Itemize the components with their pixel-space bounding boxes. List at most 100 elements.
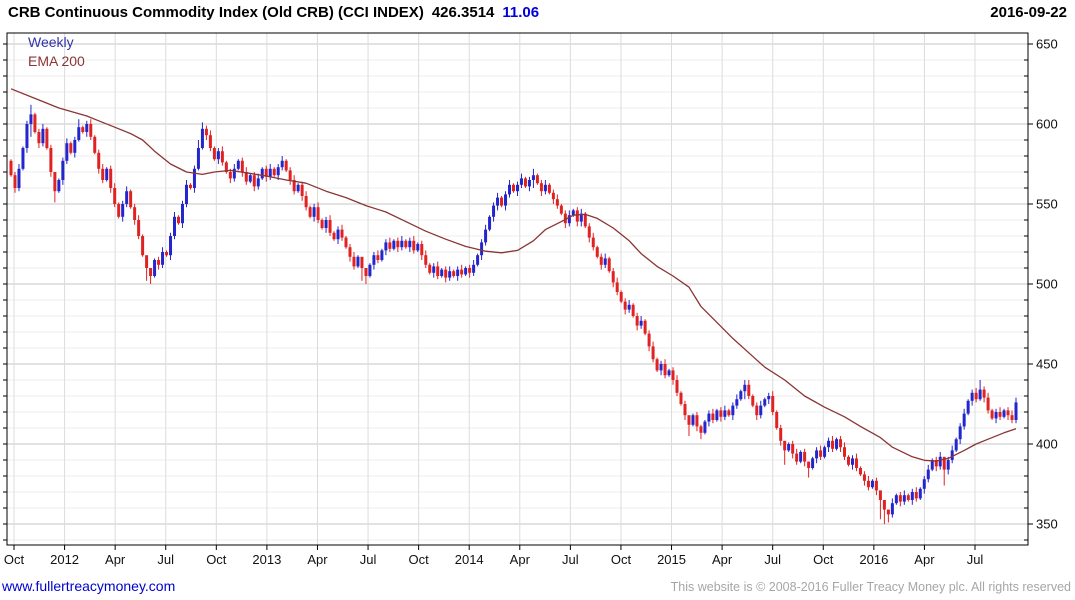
candle xyxy=(264,165,268,182)
gridlines-major xyxy=(7,43,1028,525)
candle xyxy=(252,172,256,192)
candle xyxy=(113,183,117,208)
candle xyxy=(408,237,412,252)
x-tick-label: Jul xyxy=(360,552,377,567)
candle xyxy=(787,442,791,452)
candle xyxy=(204,125,208,140)
axis-ticks xyxy=(3,43,1033,550)
candle xyxy=(460,264,464,278)
candle xyxy=(803,448,807,467)
candle xyxy=(324,216,328,233)
candle xyxy=(559,204,563,216)
candle xyxy=(328,215,332,236)
price-change: 11.06 xyxy=(502,4,540,21)
candle xyxy=(316,202,320,224)
candle xyxy=(404,239,408,249)
candle xyxy=(791,440,795,459)
candle xyxy=(922,476,926,494)
candle xyxy=(196,140,200,171)
candle xyxy=(595,245,599,259)
candle xyxy=(599,253,603,270)
candle xyxy=(85,120,89,137)
x-tick-label: Jul xyxy=(967,552,984,567)
candle xyxy=(292,175,296,195)
candle xyxy=(232,164,236,182)
x-tick-label: Oct xyxy=(611,552,632,567)
candle xyxy=(651,341,655,363)
candle xyxy=(755,402,759,420)
candle xyxy=(894,493,898,505)
candle xyxy=(691,413,695,427)
candle xyxy=(783,440,787,465)
y-tick-label: 650 xyxy=(1036,37,1058,52)
candle xyxy=(53,172,57,203)
candle xyxy=(25,120,29,153)
candle xyxy=(743,380,747,400)
candle xyxy=(169,232,173,260)
candle xyxy=(843,442,847,460)
candle xyxy=(37,128,41,148)
candle xyxy=(89,119,93,140)
ema-line xyxy=(10,88,1017,462)
candle xyxy=(21,146,25,171)
candle xyxy=(192,165,196,193)
gridlines-minor xyxy=(7,59,1028,541)
candle xyxy=(1014,397,1018,424)
candle xyxy=(512,183,515,193)
candle xyxy=(137,215,141,240)
candle xyxy=(368,263,372,278)
y-tick-label: 600 xyxy=(1036,117,1058,132)
candle xyxy=(1010,410,1014,424)
ema-200-path xyxy=(10,88,1017,462)
candle xyxy=(340,224,344,241)
candle xyxy=(906,493,910,502)
candle xyxy=(380,248,384,262)
candle xyxy=(109,165,113,193)
y-tick-label: 450 xyxy=(1036,357,1058,372)
candle xyxy=(926,464,930,483)
x-tick-label: Jul xyxy=(157,552,174,567)
candle xyxy=(823,445,827,459)
candle xyxy=(719,407,723,422)
candle xyxy=(228,168,232,184)
candle xyxy=(161,247,165,268)
candle xyxy=(767,392,771,404)
candle xyxy=(1002,408,1006,419)
candle xyxy=(603,253,607,268)
x-tick-label: Apr xyxy=(307,552,328,567)
candle xyxy=(145,255,149,281)
candle xyxy=(208,130,212,152)
candle xyxy=(392,239,396,251)
site-link[interactable]: www.fullertreacymoney.com xyxy=(2,578,176,594)
candle xyxy=(950,445,954,464)
candle xyxy=(220,146,224,166)
candle xyxy=(815,447,819,464)
candle xyxy=(508,180,512,198)
instrument-title: CRB Continuous Commodity Index (Old CRB)… xyxy=(8,4,424,21)
candle xyxy=(332,231,336,241)
candle xyxy=(862,471,866,486)
copyright-text: This website is © 2008-2016 Fuller Treac… xyxy=(670,580,1071,594)
candle xyxy=(958,423,962,444)
candle xyxy=(715,408,719,422)
candle xyxy=(9,159,13,177)
candle xyxy=(994,408,998,424)
candle xyxy=(101,164,105,184)
y-axis-labels: 650 600 550 500 450 400 350 xyxy=(1036,37,1058,532)
candle xyxy=(73,136,77,158)
candle xyxy=(763,397,767,408)
candle xyxy=(667,368,671,377)
chart-date: 2016-09-22 xyxy=(990,4,1067,21)
candle xyxy=(679,391,683,406)
candle xyxy=(280,156,284,171)
candle xyxy=(831,436,835,452)
candle xyxy=(659,360,663,376)
candlestick-series xyxy=(9,104,1018,524)
candle xyxy=(671,367,675,385)
candle xyxy=(45,127,49,150)
candle xyxy=(81,125,85,134)
candle xyxy=(153,258,157,278)
candle xyxy=(735,394,739,409)
